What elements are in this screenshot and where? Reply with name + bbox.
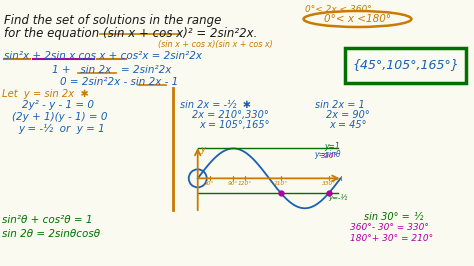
Text: Let  y = sin 2x  ✱: Let y = sin 2x ✱ bbox=[2, 89, 89, 99]
Text: y: y bbox=[200, 145, 205, 154]
Text: for the equation (sin x + cos x)² = 2sin²2x.: for the equation (sin x + cos x)² = 2sin… bbox=[4, 27, 257, 40]
Text: sin 2θ = 2sinθcosθ: sin 2θ = 2sinθcosθ bbox=[2, 229, 100, 239]
Text: {45°,105°,165°}: {45°,105°,165°} bbox=[352, 59, 459, 72]
Text: (2y + 1)(y - 1) = 0: (2y + 1)(y - 1) = 0 bbox=[12, 112, 108, 122]
Text: 210°: 210° bbox=[274, 181, 288, 186]
Text: 2y² - y - 1 = 0: 2y² - y - 1 = 0 bbox=[22, 100, 94, 110]
Text: sin 2x = -½  ✱: sin 2x = -½ ✱ bbox=[180, 100, 251, 110]
Bar bbox=[345, 48, 466, 83]
Text: x = 45°: x = 45° bbox=[329, 120, 367, 130]
Text: 30°: 30° bbox=[204, 181, 215, 186]
Text: 2x = 90°: 2x = 90° bbox=[326, 110, 369, 120]
Text: 120°: 120° bbox=[238, 181, 253, 186]
Text: sin 30° =: sin 30° = bbox=[365, 212, 410, 222]
Text: sin²x + 2sin x cos x + cos²x = 2sin²2x: sin²x + 2sin x cos x + cos²x = 2sin²2x bbox=[4, 51, 202, 61]
Text: sin²θ + cos²θ = 1: sin²θ + cos²θ = 1 bbox=[2, 215, 92, 225]
Text: Find the set of solutions in the range: Find the set of solutions in the range bbox=[4, 14, 221, 27]
Text: y=-½: y=-½ bbox=[328, 194, 348, 201]
Text: (sin x + cos x)(sin x + cos x): (sin x + cos x)(sin x + cos x) bbox=[158, 40, 273, 49]
Text: x = 105°,165°: x = 105°,165° bbox=[200, 120, 270, 130]
Text: 180°+ 30° = 210°: 180°+ 30° = 210° bbox=[349, 234, 433, 243]
Text: 360°- 30° = 330°: 360°- 30° = 330° bbox=[349, 223, 428, 232]
Text: 0°< 2x < 360°: 0°< 2x < 360° bbox=[305, 5, 371, 14]
Text: y=1: y=1 bbox=[325, 142, 340, 151]
Text: y=sinθ: y=sinθ bbox=[315, 151, 341, 159]
Text: 330°: 330° bbox=[320, 153, 337, 159]
Text: 1 +   sin 2x   = 2sin²2x: 1 + sin 2x = 2sin²2x bbox=[52, 65, 171, 75]
Text: ½: ½ bbox=[413, 212, 423, 222]
Text: 330°: 330° bbox=[321, 181, 336, 186]
Text: 0°< x <180°: 0°< x <180° bbox=[324, 14, 391, 24]
Text: 90°: 90° bbox=[228, 181, 239, 186]
Text: sin 2x = 1: sin 2x = 1 bbox=[315, 100, 365, 110]
Text: 2x = 210°,330°: 2x = 210°,330° bbox=[191, 110, 268, 120]
Text: y = -½  or  y = 1: y = -½ or y = 1 bbox=[18, 124, 105, 134]
Text: 0 = 2sin²2x - sin 2x - 1: 0 = 2sin²2x - sin 2x - 1 bbox=[60, 77, 178, 87]
